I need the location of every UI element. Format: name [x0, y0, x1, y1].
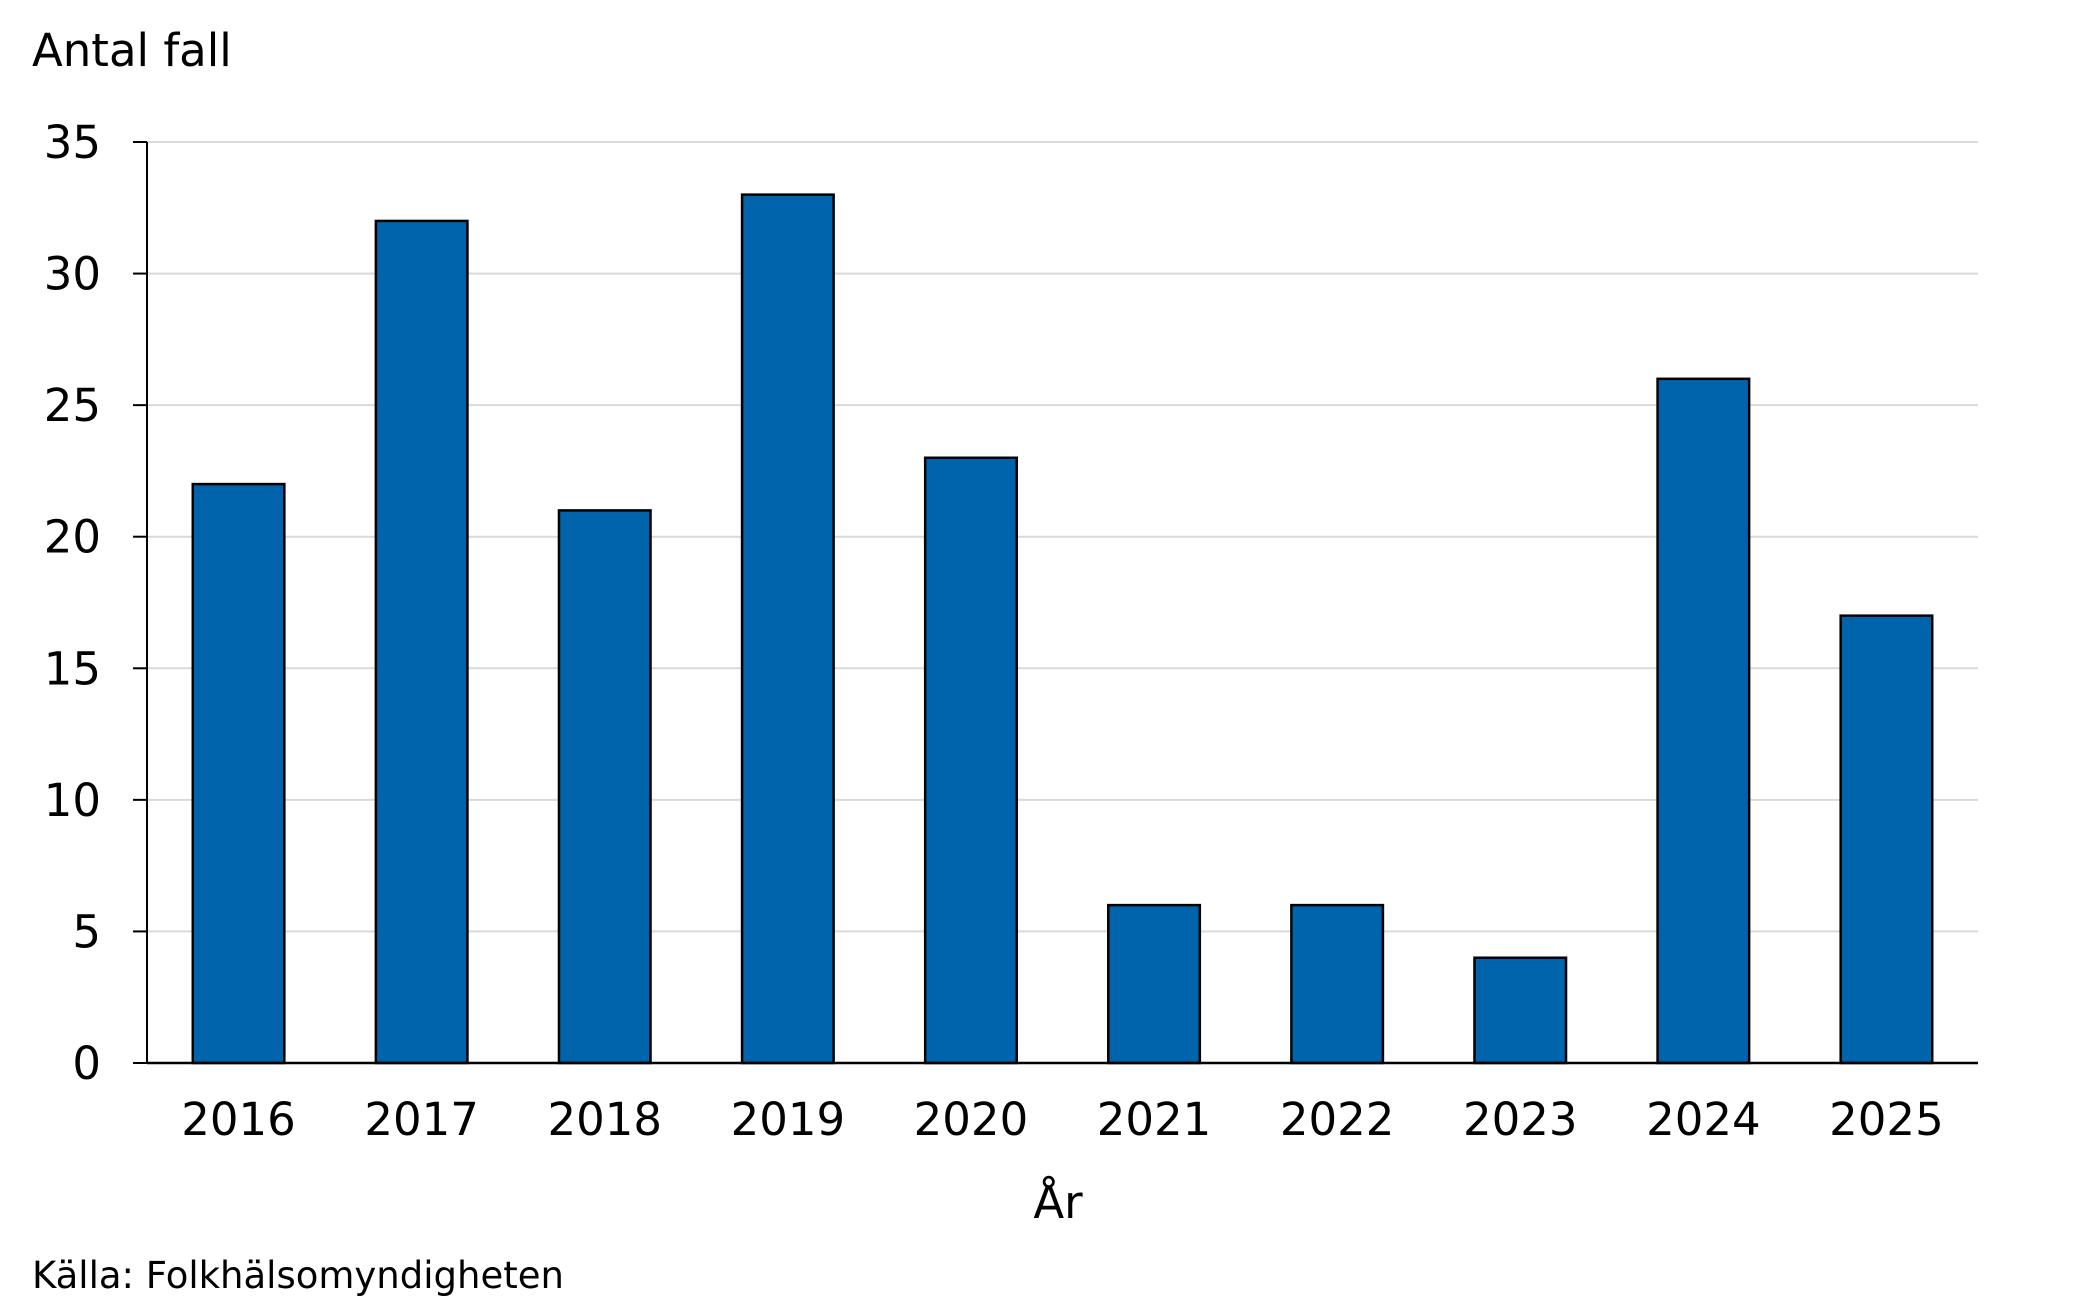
- y-tick-label: 15: [44, 642, 101, 695]
- bar-2020: [923, 456, 1018, 1065]
- bar-2023: [1473, 956, 1568, 1065]
- x-tick-label: 2023: [1463, 1093, 1578, 1146]
- bar-2019: [740, 193, 835, 1065]
- bar-2022: [1290, 903, 1385, 1065]
- bar-2017: [374, 219, 469, 1065]
- y-tick-label: 20: [44, 511, 101, 564]
- bar-2024: [1656, 377, 1751, 1065]
- bar-2021: [1107, 903, 1202, 1065]
- y-tick-label: 25: [44, 379, 101, 432]
- x-tick-label: 2022: [1280, 1093, 1395, 1146]
- bar-2018: [557, 509, 652, 1065]
- y-tick-label: 35: [44, 116, 101, 169]
- bars: [191, 193, 1934, 1065]
- x-tick-label: 2016: [181, 1093, 296, 1146]
- x-tick-label: 2020: [914, 1093, 1029, 1146]
- y-tick-label: 0: [72, 1037, 101, 1090]
- x-tick-label: 2018: [547, 1093, 662, 1146]
- bar-2025: [1839, 614, 1934, 1065]
- x-tick-label: 2024: [1646, 1093, 1761, 1146]
- x-axis-title: År: [1033, 1176, 1083, 1229]
- y-tick-label: 5: [72, 905, 101, 958]
- x-tick-label: 2021: [1097, 1093, 1212, 1146]
- bar-2016: [191, 482, 286, 1065]
- source-note: Källa: Folkhälsomyndigheten: [32, 1254, 564, 1297]
- y-axis-title: Antal fall: [32, 24, 232, 77]
- x-tick-labels: 2016 2017 2018 2019 2020 2021 2022 2023 2024 2025: [181, 1093, 1943, 1146]
- y-tick-label: 30: [44, 248, 101, 301]
- x-tick-label: 2025: [1829, 1093, 1944, 1146]
- x-tick-label: 2019: [731, 1093, 846, 1146]
- x-tick-label: 2017: [364, 1093, 479, 1146]
- y-tick-labels: 0 5 10 15 20 25 30 35: [44, 116, 101, 1090]
- axes: [133, 141, 1978, 1065]
- y-tick-label: 10: [44, 774, 101, 827]
